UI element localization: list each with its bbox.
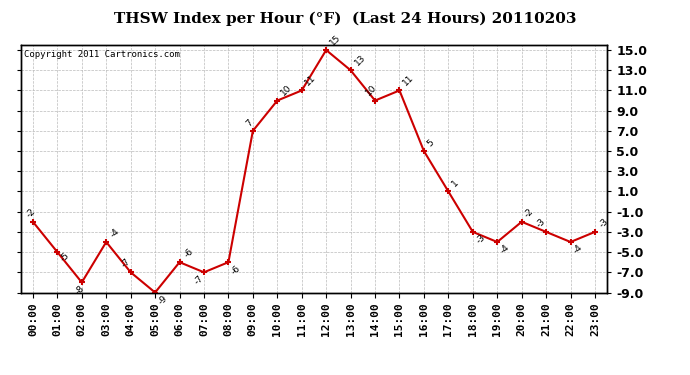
Text: -4: -4 (109, 226, 121, 239)
Text: -6: -6 (230, 263, 243, 276)
Text: 7: 7 (244, 118, 255, 128)
Text: -8: -8 (73, 284, 86, 296)
Text: -2: -2 (25, 206, 37, 219)
Text: -4: -4 (499, 243, 511, 256)
Text: THSW Index per Hour (°F)  (Last 24 Hours) 20110203: THSW Index per Hour (°F) (Last 24 Hours)… (114, 11, 576, 26)
Text: 11: 11 (303, 73, 317, 88)
Text: 10: 10 (364, 83, 378, 98)
Text: -5: -5 (59, 251, 72, 263)
Text: 11: 11 (401, 73, 415, 88)
Text: -3: -3 (474, 233, 487, 246)
Text: -9: -9 (157, 294, 169, 306)
Text: -3: -3 (535, 216, 548, 229)
Text: 13: 13 (353, 53, 368, 68)
Text: 10: 10 (279, 83, 293, 98)
Text: -3: -3 (598, 216, 611, 229)
Text: 5: 5 (425, 138, 436, 148)
Text: -7: -7 (119, 257, 132, 270)
Text: -4: -4 (572, 243, 584, 256)
Text: 1: 1 (450, 178, 460, 189)
Text: -2: -2 (523, 206, 535, 219)
Text: -6: -6 (182, 247, 195, 259)
Text: -7: -7 (193, 273, 206, 286)
Text: 15: 15 (328, 33, 342, 47)
Text: Copyright 2011 Cartronics.com: Copyright 2011 Cartronics.com (23, 50, 179, 59)
